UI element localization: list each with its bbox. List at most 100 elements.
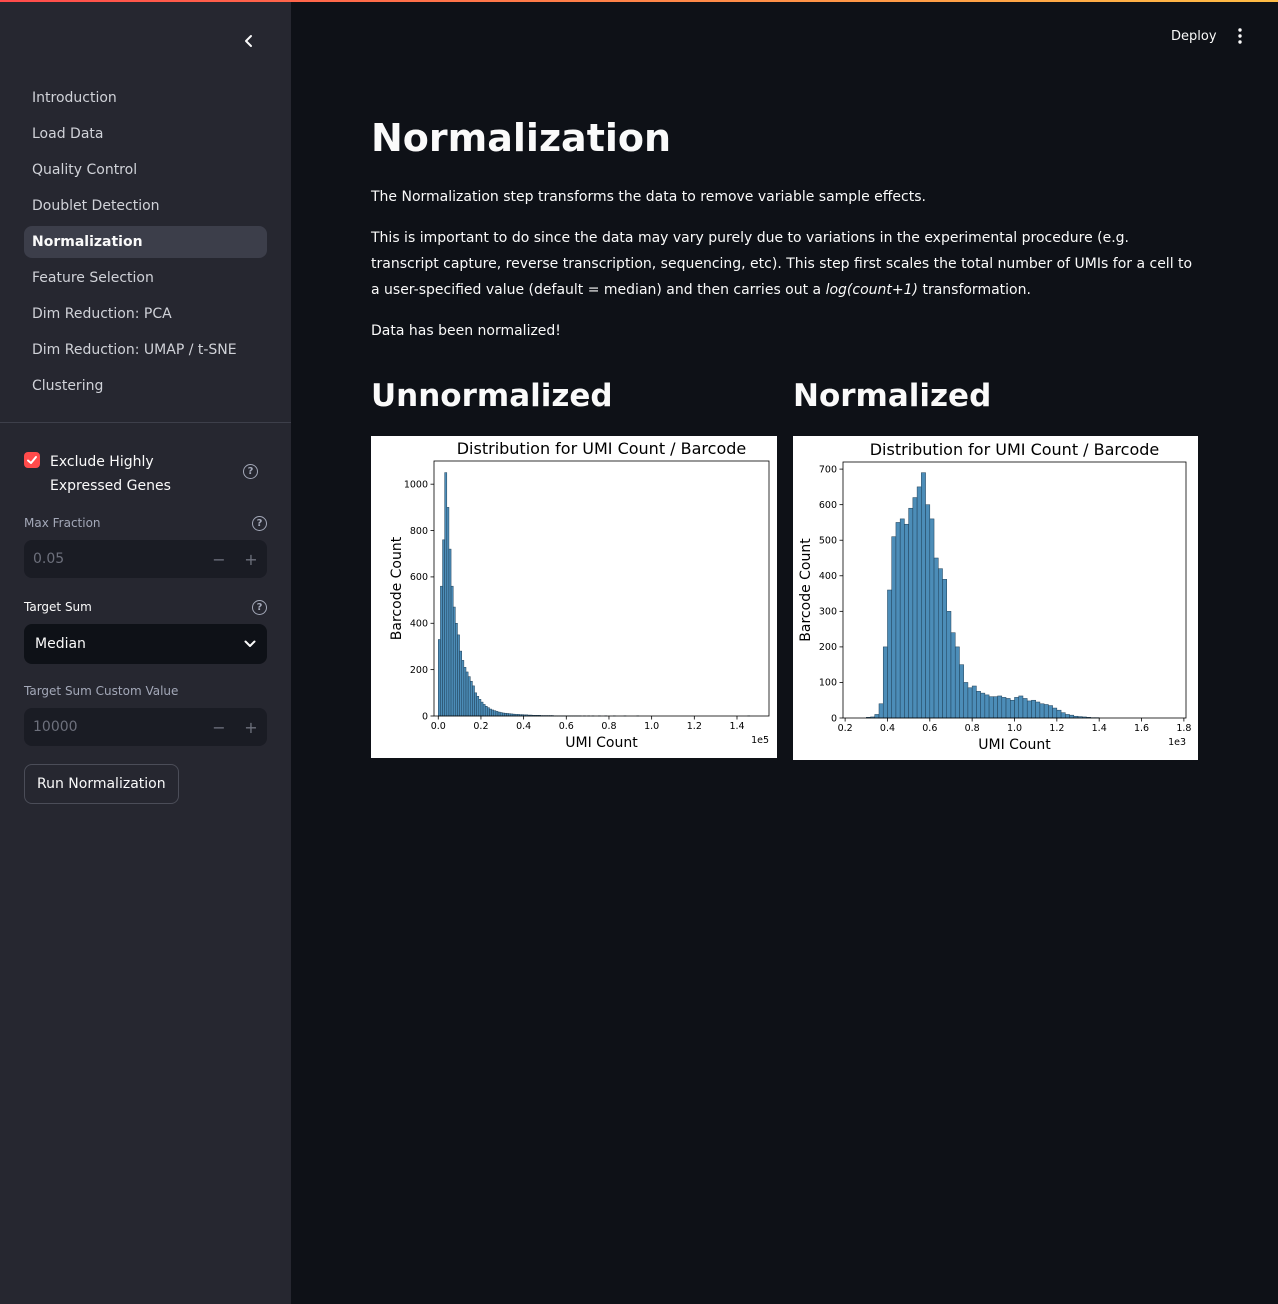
histogram-bar (912, 497, 918, 719)
nav-feature-selection[interactable]: Feature Selection (24, 262, 267, 294)
nav-item-label: Dim Reduction: PCA (32, 306, 172, 322)
nav-normalization[interactable]: Normalization (24, 226, 267, 258)
histogram-bar (916, 486, 922, 719)
y-tick-label: 800 (410, 526, 428, 537)
help-icon[interactable]: ? (252, 600, 267, 615)
y-tick-label: 700 (819, 464, 837, 475)
sidebar: Introduction Load Data Quality Control Doub… (0, 2, 291, 1304)
x-tick-label: 0.8 (601, 721, 616, 732)
x-tick-label: 1.8 (1176, 723, 1191, 734)
decrement-button[interactable]: − (203, 708, 235, 746)
histogram-bar (929, 518, 935, 719)
x-tick-label: 0.2 (473, 721, 488, 732)
histogram-bar (487, 707, 490, 717)
exclude-genes-checkbox-row[interactable]: Exclude Highly Expressed Genes (24, 450, 267, 498)
histogram-bar (1043, 704, 1049, 719)
histogram-bar (444, 472, 448, 717)
histogram-bar (1039, 703, 1045, 719)
max-fraction-value[interactable]: 0.05 (33, 551, 65, 567)
increment-button[interactable]: + (235, 708, 267, 746)
histogram-bar (497, 711, 501, 717)
collapse-sidebar-button[interactable] (238, 30, 260, 52)
nav-clustering[interactable]: Clustering (24, 370, 267, 402)
x-tick-label: 1.4 (729, 721, 744, 732)
intro-text: The Normalization step transforms the da… (371, 189, 926, 205)
histogram-bar (1035, 701, 1041, 719)
histogram-bar (493, 710, 497, 717)
exclude-genes-label: Exclude Highly Expressed Genes (50, 454, 171, 494)
histogram-bar (480, 701, 484, 717)
histogram-bar (908, 507, 914, 719)
description-text: This is important to do since the data m… (371, 230, 1193, 298)
nav-item-label: Load Data (32, 126, 104, 142)
histogram-bar (484, 706, 488, 717)
chart-title: Distribution for UMI Count / Barcode (870, 440, 1160, 459)
max-fraction-input[interactable]: 0.05 − + (24, 540, 267, 578)
x-tick-label: 1.2 (687, 721, 702, 732)
histogram-bar (502, 712, 505, 717)
status-message: Data has been normalized! (371, 323, 561, 339)
custom-value-label: Target Sum Custom Value (24, 684, 179, 698)
description-text-end: transformation. (918, 282, 1031, 298)
increment-button[interactable]: + (235, 540, 267, 578)
target-sum-label: Target Sum (24, 600, 92, 614)
description-paragraph: This is important to do since the data m… (371, 225, 1198, 303)
histogram-bar (950, 632, 956, 719)
nav-quality-control[interactable]: Quality Control (24, 154, 267, 186)
minus-icon: − (212, 549, 226, 569)
help-icon[interactable]: ? (252, 516, 267, 531)
transform-formula: log(count+1) (825, 282, 918, 298)
deploy-button[interactable]: Deploy (1171, 28, 1217, 44)
histogram-bar (474, 692, 477, 717)
histogram-bar (874, 714, 880, 719)
y-tick-label: 200 (410, 665, 428, 676)
nav-dim-reduction-umap-tsne[interactable]: Dim Reduction: UMAP / t-SNE (24, 334, 267, 366)
histogram-bar (465, 671, 469, 717)
histogram-bar (984, 694, 990, 719)
custom-value-value[interactable]: 10000 (33, 719, 78, 735)
nav-dim-reduction-pca[interactable]: Dim Reduction: PCA (24, 298, 267, 330)
histogram-bar (467, 676, 471, 717)
normalized-heading: Normalized (793, 378, 992, 414)
histogram-bar (887, 589, 892, 719)
nav-load-data[interactable]: Load Data (24, 118, 267, 150)
x-tick-label: 1.0 (1007, 723, 1022, 734)
x-tick-label: 1.0 (644, 721, 659, 732)
nav-introduction[interactable]: Introduction (24, 82, 267, 114)
histogram-bar (899, 518, 905, 719)
run-normalization-button[interactable]: Run Normalization (24, 764, 179, 804)
kebab-menu-icon (1238, 28, 1242, 44)
histogram-bar (878, 703, 884, 719)
x-tick-label: 0.4 (880, 723, 895, 734)
histogram-bar (933, 557, 939, 719)
chart-title: Distribution for UMI Count / Barcode (457, 439, 747, 458)
help-icon[interactable]: ? (243, 464, 258, 479)
main-menu-button[interactable] (1230, 25, 1250, 47)
minus-icon: − (212, 717, 226, 737)
custom-value-input[interactable]: 10000 − + (24, 708, 267, 746)
histogram-bar (1048, 705, 1053, 719)
histogram-bar (1014, 697, 1019, 719)
histogram-bar (1005, 698, 1011, 719)
histogram-bar (452, 606, 456, 717)
histogram-bar (921, 472, 926, 719)
histogram-bar (882, 646, 888, 719)
histogram-bar (971, 685, 977, 719)
y-tick-label: 400 (819, 571, 837, 582)
x-tick-label: 0.0 (431, 721, 446, 732)
histogram-bar (478, 699, 482, 717)
plot-frame (433, 460, 770, 717)
histogram-bar (997, 695, 1003, 719)
histogram-bar (446, 507, 450, 717)
decrement-button[interactable]: − (203, 540, 235, 578)
nav-item-label: Quality Control (32, 162, 138, 178)
histogram-bar (470, 680, 473, 717)
histogram-bar (988, 696, 994, 719)
histogram-bar (489, 708, 492, 717)
y-axis-label: Barcode Count (389, 536, 405, 640)
nav-doublet-detection[interactable]: Doublet Detection (24, 190, 267, 222)
exclude-genes-checkbox[interactable] (24, 452, 40, 468)
target-sum-select[interactable]: Median (24, 624, 267, 664)
histogram-bar (925, 504, 931, 719)
histogram-bar (499, 712, 503, 717)
